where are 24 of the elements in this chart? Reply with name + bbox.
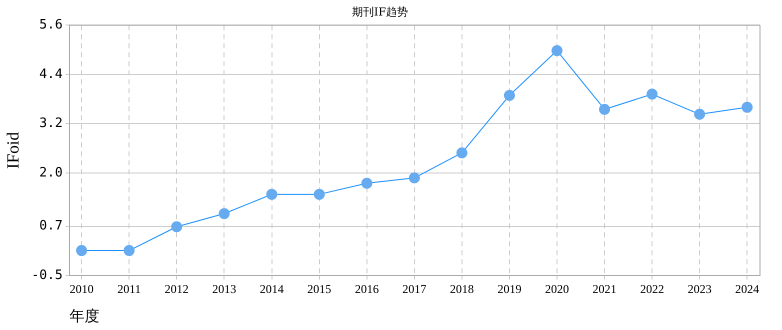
y-axis-title: IFoid: [4, 131, 23, 169]
y-tick-label: 3.2: [39, 116, 63, 132]
x-tick-label: 2016: [354, 282, 379, 296]
x-tick-label: 2019: [497, 282, 522, 296]
x-tick-label: 2012: [164, 282, 189, 296]
x-tick-label: 2020: [545, 282, 569, 296]
x-tick-label: 2024: [735, 282, 760, 296]
x-tick-label: 2010: [70, 282, 94, 296]
y-tick-label: 0.7: [39, 218, 63, 234]
x-tick-label: 2022: [640, 282, 664, 296]
x-tick-label: 2014: [260, 282, 284, 296]
x-axis-title: 年度: [70, 306, 100, 325]
x-tick-label: 2017: [402, 282, 426, 296]
x-tick-label: 2013: [212, 282, 236, 296]
x-tick-label: 2011: [117, 282, 141, 296]
y-tick-label: -0.5: [31, 268, 63, 283]
x-tick-label: 2018: [450, 282, 474, 296]
chart-title: 期刊IF趋势: [352, 5, 408, 18]
y-tick-label: 2.0: [39, 165, 63, 180]
y-tick-label: 5.6: [39, 18, 63, 33]
x-tick-label: 2021: [592, 282, 617, 296]
x-tick-label: 2023: [688, 282, 712, 296]
y-tick-label: 4.4: [39, 66, 63, 82]
x-tick-label: 2015: [307, 282, 332, 296]
